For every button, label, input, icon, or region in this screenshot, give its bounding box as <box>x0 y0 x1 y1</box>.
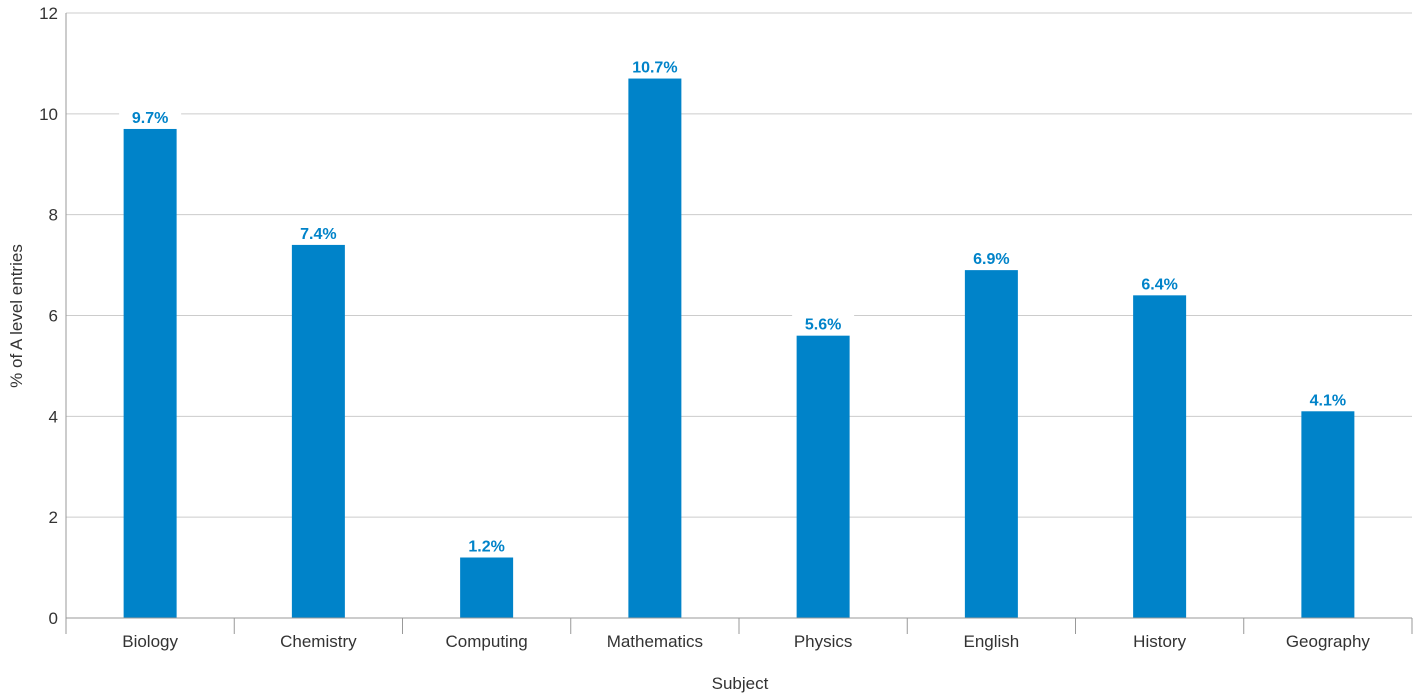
data-label-bg <box>119 106 182 127</box>
data-label-english: 6.9% <box>973 251 1009 268</box>
y-tick-label: 10 <box>39 105 58 124</box>
data-labels: 9.7% 7.4% 1.2% 10.7% 5.6% 6.9% 6.4% 4.1% <box>119 56 1359 556</box>
bar-mathematics <box>628 78 682 618</box>
data-label-bg <box>287 222 350 243</box>
data-label-physics: 5.6% <box>805 317 841 334</box>
x-axis: Biology Chemistry Computing Mathematics Phys… <box>65 617 1413 651</box>
y-axis-ticks: 0 2 4 6 8 10 12 <box>39 4 58 628</box>
bar-physics <box>796 335 850 618</box>
gridlines <box>65 12 1412 618</box>
x-tick-label-chemistry: Chemistry <box>280 632 357 651</box>
x-tick-label-history: History <box>1133 632 1186 651</box>
bar-chemistry <box>291 244 345 618</box>
data-label-geography: 4.1% <box>1310 392 1346 409</box>
bar-biology <box>123 128 177 619</box>
data-label-biology: 9.7% <box>132 110 168 127</box>
data-label-bg <box>1296 389 1359 410</box>
data-label-history: 6.4% <box>1141 276 1177 293</box>
bar-history <box>1133 295 1187 618</box>
x-tick-label-mathematics: Mathematics <box>607 632 703 651</box>
y-tick-label: 4 <box>49 407 58 426</box>
data-label-computing: 1.2% <box>468 539 504 556</box>
y-tick-label: 6 <box>49 307 58 326</box>
bars <box>123 78 1355 619</box>
data-label-mathematics: 10.7% <box>632 60 677 77</box>
y-axis-title: % of A level entries <box>7 244 26 388</box>
data-label-bg <box>1128 273 1191 294</box>
bar-english <box>964 270 1018 618</box>
x-tick-label-physics: Physics <box>794 632 853 651</box>
x-tick-label-biology: Biology <box>122 632 178 651</box>
y-tick-label: 2 <box>49 508 58 527</box>
x-tick-label-computing: Computing <box>446 632 528 651</box>
y-tick-label: 12 <box>39 4 58 23</box>
y-tick-label: 0 <box>49 609 58 628</box>
bar-geography <box>1301 411 1355 618</box>
x-tick-label-geography: Geography <box>1286 632 1371 651</box>
data-label-bg <box>623 56 686 77</box>
data-label-bg <box>455 535 518 556</box>
data-label-bg <box>960 248 1023 269</box>
x-tick-label-english: English <box>963 632 1019 651</box>
x-axis-title: Subject <box>712 674 769 693</box>
data-label-bg <box>792 313 855 334</box>
bar-computing <box>460 557 514 618</box>
y-tick-label: 8 <box>49 206 58 225</box>
data-label-chemistry: 7.4% <box>300 226 336 243</box>
